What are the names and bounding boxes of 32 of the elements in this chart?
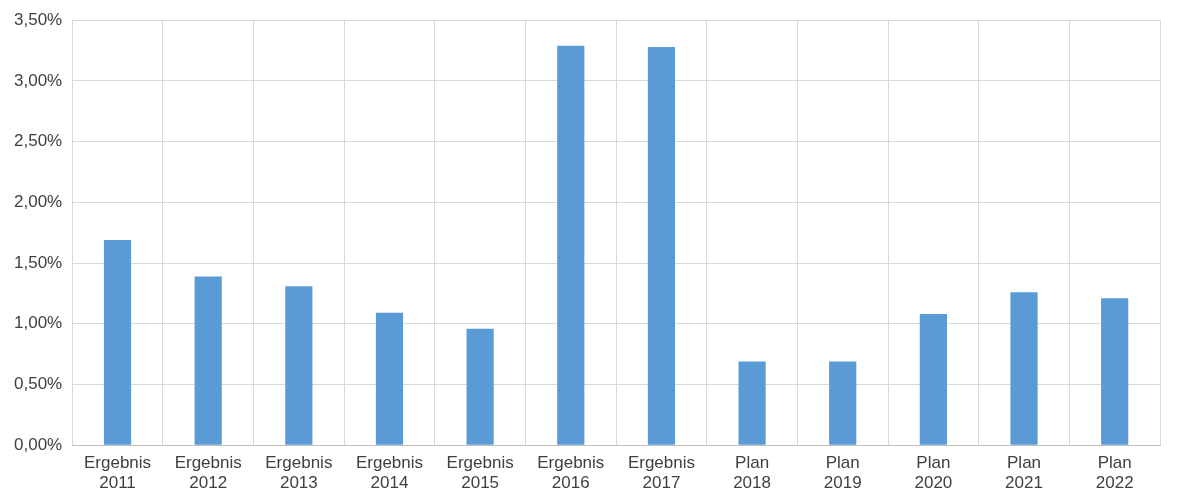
x-tick-label: Plan 2021 [1005,453,1043,493]
x-tick-label: Plan 2022 [1095,453,1134,493]
y-tick-label: 3,00% [14,70,63,90]
bar [557,45,585,445]
bar [647,46,676,445]
x-tick-label: Plan 2019 [823,453,862,493]
bar [1101,298,1129,445]
y-tick-label: 0,50% [14,374,63,394]
x-tick-label: Ergebnis 2011 [83,453,152,493]
x-tick-label: Plan 2018 [733,453,771,493]
x-tick-label: Ergebnis 2014 [355,453,424,493]
y-tick-label: 0,00% [14,434,63,454]
x-tick-label: Ergebnis 2017 [627,453,695,493]
bar [738,361,766,445]
x-tick-label: Ergebnis 2012 [174,453,242,493]
y-tick-label: 2,00% [14,192,63,212]
bar [375,312,404,445]
bar [919,314,947,445]
x-tick-label: Ergebnis 2013 [265,453,333,493]
bar [1010,292,1038,445]
bar [194,276,222,445]
bar [466,328,494,445]
y-tick-label: 3,50% [14,9,63,29]
x-tick-label: Ergebnis 2015 [446,453,514,493]
x-tick-label: Ergebnis 2016 [537,453,605,493]
y-tick-label: 2,50% [14,131,63,151]
y-tick-label: 1,00% [14,313,63,333]
y-tick-label: 1,50% [14,252,63,272]
bar [829,361,857,445]
bar [103,239,132,445]
bar [285,286,313,445]
x-tick-label: Plan 2020 [914,453,953,493]
